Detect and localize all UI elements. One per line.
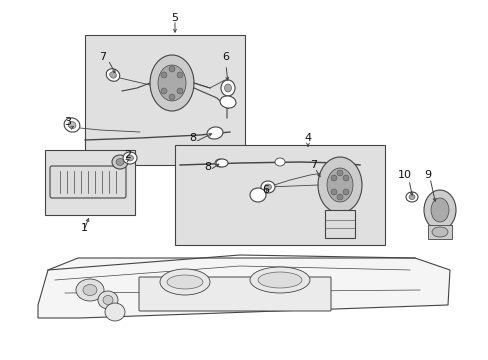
Text: 1: 1 (81, 223, 87, 233)
Ellipse shape (109, 72, 116, 78)
Ellipse shape (169, 66, 175, 72)
Text: 7: 7 (310, 160, 317, 170)
Ellipse shape (274, 158, 285, 166)
Bar (325, 210, 354, 238)
Ellipse shape (261, 181, 274, 193)
Bar (85, 35, 244, 165)
Ellipse shape (167, 275, 203, 289)
Ellipse shape (161, 88, 167, 94)
Ellipse shape (342, 175, 348, 181)
Ellipse shape (150, 55, 194, 111)
Ellipse shape (224, 84, 231, 92)
Ellipse shape (64, 118, 80, 132)
Bar (175, 145, 384, 245)
Ellipse shape (103, 296, 113, 305)
Bar (45, 150, 135, 215)
FancyBboxPatch shape (50, 166, 126, 198)
Ellipse shape (177, 88, 183, 94)
Ellipse shape (431, 227, 447, 237)
Text: 9: 9 (424, 170, 431, 180)
Text: 4: 4 (304, 133, 311, 143)
Ellipse shape (206, 127, 223, 139)
Text: 5: 5 (171, 13, 178, 23)
Polygon shape (38, 258, 449, 318)
Ellipse shape (342, 189, 348, 195)
Ellipse shape (161, 72, 167, 78)
Ellipse shape (215, 159, 224, 167)
Ellipse shape (220, 96, 236, 108)
Ellipse shape (336, 194, 342, 200)
Text: 8: 8 (189, 133, 196, 143)
Ellipse shape (317, 157, 361, 213)
Ellipse shape (105, 303, 125, 321)
Text: 7: 7 (99, 52, 106, 62)
Ellipse shape (106, 69, 120, 81)
Ellipse shape (158, 65, 185, 101)
Ellipse shape (249, 188, 265, 202)
Ellipse shape (330, 189, 336, 195)
Text: 6: 6 (222, 52, 229, 62)
Ellipse shape (249, 267, 309, 293)
Ellipse shape (160, 269, 209, 295)
Text: 8: 8 (204, 162, 211, 172)
Ellipse shape (336, 170, 342, 176)
Ellipse shape (408, 194, 414, 199)
Ellipse shape (112, 155, 128, 169)
Ellipse shape (330, 175, 336, 181)
Ellipse shape (177, 72, 183, 78)
Text: 6: 6 (262, 185, 269, 195)
Ellipse shape (264, 184, 271, 190)
Ellipse shape (76, 279, 104, 301)
Text: 2: 2 (124, 150, 131, 160)
Ellipse shape (221, 80, 235, 96)
Ellipse shape (68, 121, 76, 129)
Ellipse shape (216, 159, 227, 167)
Ellipse shape (169, 94, 175, 100)
Ellipse shape (430, 198, 448, 222)
Text: 10: 10 (397, 170, 411, 180)
Ellipse shape (258, 272, 302, 288)
Bar (427, 225, 451, 239)
Ellipse shape (116, 158, 124, 166)
Ellipse shape (123, 152, 137, 164)
Ellipse shape (98, 291, 118, 309)
FancyBboxPatch shape (139, 277, 330, 311)
Ellipse shape (83, 284, 97, 296)
Text: 3: 3 (64, 117, 71, 127)
Ellipse shape (423, 190, 455, 230)
Ellipse shape (405, 192, 417, 202)
Ellipse shape (326, 168, 352, 202)
Ellipse shape (126, 155, 133, 161)
